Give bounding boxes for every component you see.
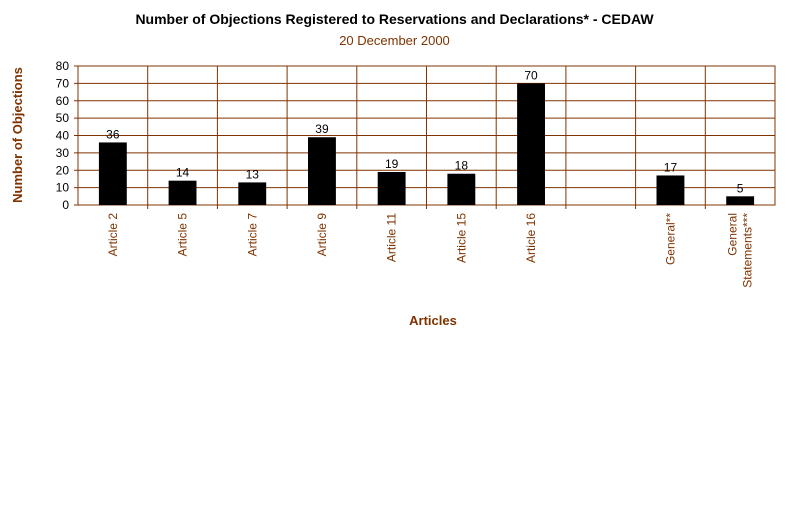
bar [98,142,127,205]
data-label: 39 [315,122,329,136]
category-label-line: Article 15 [454,213,468,263]
y-tick-label: 70 [56,76,70,90]
category-label: Article 7 [245,213,259,257]
category-label: General** [663,213,677,265]
bar [726,196,755,205]
category-label: General Statements*** [726,213,755,288]
category-label-line: Article 11 [385,213,399,262]
data-label: 19 [385,157,399,171]
category-label-line: Article 5 [176,213,190,257]
y-tick-label: 10 [56,181,70,195]
data-label: 13 [246,167,260,181]
bar [517,83,545,205]
chart-title: Number of Objections Registered to Reser… [135,11,654,27]
y-tick-label: 60 [56,94,70,108]
bar [168,180,197,205]
bar [656,175,685,205]
y-tick-label: 20 [56,163,70,177]
data-label: 18 [455,159,469,173]
category-label-line: Article 7 [245,213,259,257]
category-label: Article 16 [524,213,538,263]
y-tick-label: 50 [56,111,70,125]
category-label-line: Statements*** [741,213,755,288]
chart-subtitle: 20 December 2000 [339,33,450,48]
gridlines [74,65,776,209]
bar [238,182,267,205]
bar [377,171,406,205]
category-label: Article 11 [385,213,399,262]
data-labels: 36 14 13 39 19 18 70 17 5 [106,68,744,195]
y-axis-title: Number of Objections [10,67,25,203]
y-tick-label: 30 [56,146,70,160]
y-tick-labels: 0 10 20 30 40 50 60 70 80 [56,59,70,212]
data-label: 5 [737,181,744,195]
y-tick-label: 0 [62,198,69,212]
category-label-line: Article 16 [524,213,538,263]
y-tick-label: 80 [56,59,70,73]
category-label-line: Article 2 [106,213,120,257]
data-label: 14 [176,166,190,180]
data-label: 70 [524,68,538,82]
category-label: Article 2 [106,213,120,257]
category-label-line: General [726,213,740,256]
bars [98,83,755,205]
category-labels: Article 2 Article 5 Article 7 Article 9 Arti… [106,213,755,288]
category-label: Article 9 [315,213,329,257]
bar [308,137,336,205]
bar [447,173,476,205]
category-label-line: General** [663,213,677,265]
data-label: 17 [664,160,678,174]
category-label-line: Article 9 [315,213,329,257]
y-tick-label: 40 [56,129,70,143]
category-label: Article 5 [176,213,190,257]
category-label: Article 15 [454,213,468,263]
data-label: 36 [106,127,120,141]
x-axis-title: Articles [409,313,457,328]
